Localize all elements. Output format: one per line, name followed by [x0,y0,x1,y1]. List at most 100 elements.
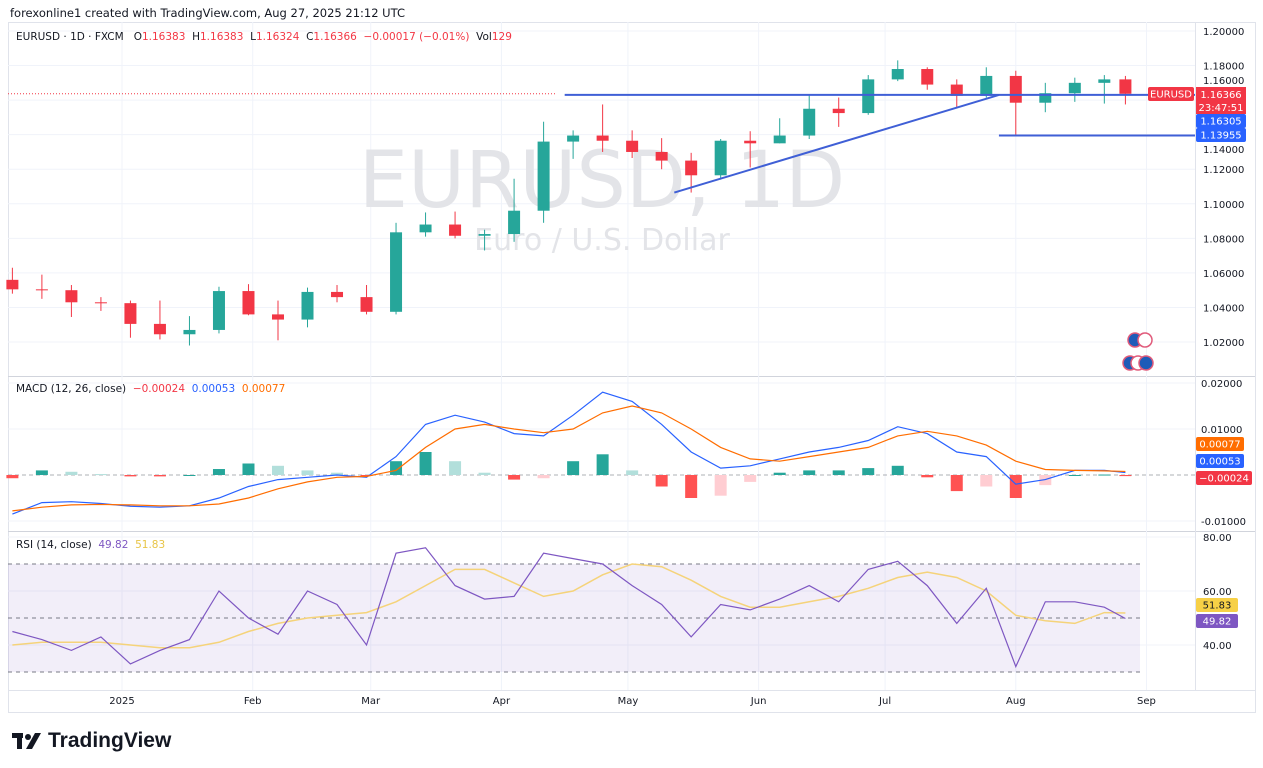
macd-histogram-bar [832,470,845,475]
x-tick-label: Apr [493,696,511,707]
macd-histogram-bar [478,472,491,475]
macd-histogram-bar [803,470,816,475]
volume-value: 129 [491,31,512,43]
horizontal-line-price-label: 1.16305 [1200,117,1241,128]
economic-event-icon[interactable] [1137,332,1153,348]
watermark-title: EURUSD, 1D [359,136,846,226]
price-tick-label: 1.18000 [1203,62,1244,73]
candle [744,140,757,144]
rsi-axis-label-bg [1196,614,1238,628]
macd-legend: MACD (12, 26, close) −0.00024 0.00053 0.… [16,383,285,395]
macd-title[interactable]: MACD (12, 26, close) [16,383,127,395]
candle [1039,93,1052,103]
horizontal-line-price-label: 1.13955 [1200,131,1241,142]
low-value: 1.16324 [255,31,300,43]
macd-histogram-bar [744,475,757,482]
rsi-tick-label: 60.00 [1203,587,1232,598]
candle [35,289,48,291]
macd-histogram-bar [626,470,639,475]
close-label: C [306,31,314,43]
price-tick-label: 1.08000 [1203,234,1244,245]
macd-histogram-bar [153,475,166,477]
macd-histogram-bar [714,475,727,496]
macd-histogram-bar [685,475,698,498]
price-tick-label: 1.12000 [1203,165,1244,176]
open-label: O [133,31,142,43]
candle [1098,79,1111,83]
price-tick-label: 1.04000 [1203,303,1244,314]
candle [832,108,845,114]
macd-histogram-bar [183,475,196,476]
candle [980,75,993,96]
macd-histogram-bar [950,475,963,492]
rsi-title[interactable]: RSI (14, close) [16,539,92,551]
macd-histogram-bar [1068,475,1081,476]
macd-histogram-bar [773,472,786,475]
price-tick-label: 1.02000 [1203,338,1244,349]
macd-signal-line [12,405,1126,512]
candle [301,291,314,320]
macd-histogram-bar [331,472,344,475]
trend-line-drawing[interactable] [674,93,1000,194]
rsi-line [12,547,1126,669]
macd-histogram-bar [980,475,993,487]
candle [449,224,462,236]
candle [685,160,698,176]
candle [950,84,963,96]
macd-histogram-bar [390,461,403,475]
candle [714,140,727,176]
macd-hist-axis-label: −0.00024 [1199,474,1249,485]
candle [537,141,550,211]
x-tick-label: Sep [1137,696,1156,707]
macd-histogram-bar [449,461,462,475]
rsi-legend: RSI (14, close) 49.82 51.83 [16,539,165,551]
candle [212,291,225,330]
candle [360,297,373,312]
macd-axis-label: 0.00053 [1199,457,1240,468]
price-tick-label: 1.20000 [1203,27,1244,38]
macd-histogram-bar [567,461,580,475]
macd-tick-label: 0.02000 [1201,379,1242,390]
macd-histogram-bar [891,465,904,475]
x-tick-label: Mar [361,696,381,707]
last-price-label: 1.16366 [1200,90,1241,101]
economic-event-icon[interactable] [1138,355,1154,371]
rsi-tick-label: 40.00 [1203,641,1232,652]
macd-histogram-bar [242,463,255,475]
x-tick-label: Jul [878,696,891,707]
rsi-ma-axis-label-bg [1196,598,1238,612]
x-tick-label: Feb [244,696,262,707]
tradingview-logo[interactable]: TradingView [12,729,171,753]
macd-histogram-bar [1009,475,1022,498]
macd-signal-axis-label-bg [1196,437,1244,451]
price-tick-label: 1.14000 [1203,145,1244,156]
macd-tick-label: -0.01000 [1201,517,1246,528]
volume-label: Vol [476,31,492,43]
macd-histogram-bar [35,470,48,475]
last-price-label-bg [1196,87,1246,114]
macd-histogram-bar [360,475,373,476]
rsi-band [8,564,1140,672]
macd-signal-value: 0.00077 [241,383,286,395]
candle [921,69,934,85]
bar-countdown: 23:47:51 [1199,103,1244,114]
candle [567,135,580,142]
price-tick-label: 1.06000 [1203,269,1244,280]
rsi-ma-line [12,563,1126,649]
x-tick-label: 2025 [109,696,134,707]
x-tick-label: Aug [1006,696,1026,707]
macd-histogram-bar [1119,475,1132,477]
candle [596,135,609,141]
macd-histogram-bar [301,470,314,475]
macd-signal-axis-label: 0.00077 [1199,440,1240,451]
macd-histogram-bar [94,474,107,476]
macd-histogram-bar [921,475,934,478]
candle [124,303,137,324]
candle [6,279,19,290]
macd-histogram-bar [419,452,432,475]
symbol-title[interactable]: EURUSD · 1D · FXCM [16,31,124,43]
macd-histogram-bar [596,454,609,475]
macd-histogram-bar [212,469,225,475]
macd-histogram-bar [65,471,78,475]
